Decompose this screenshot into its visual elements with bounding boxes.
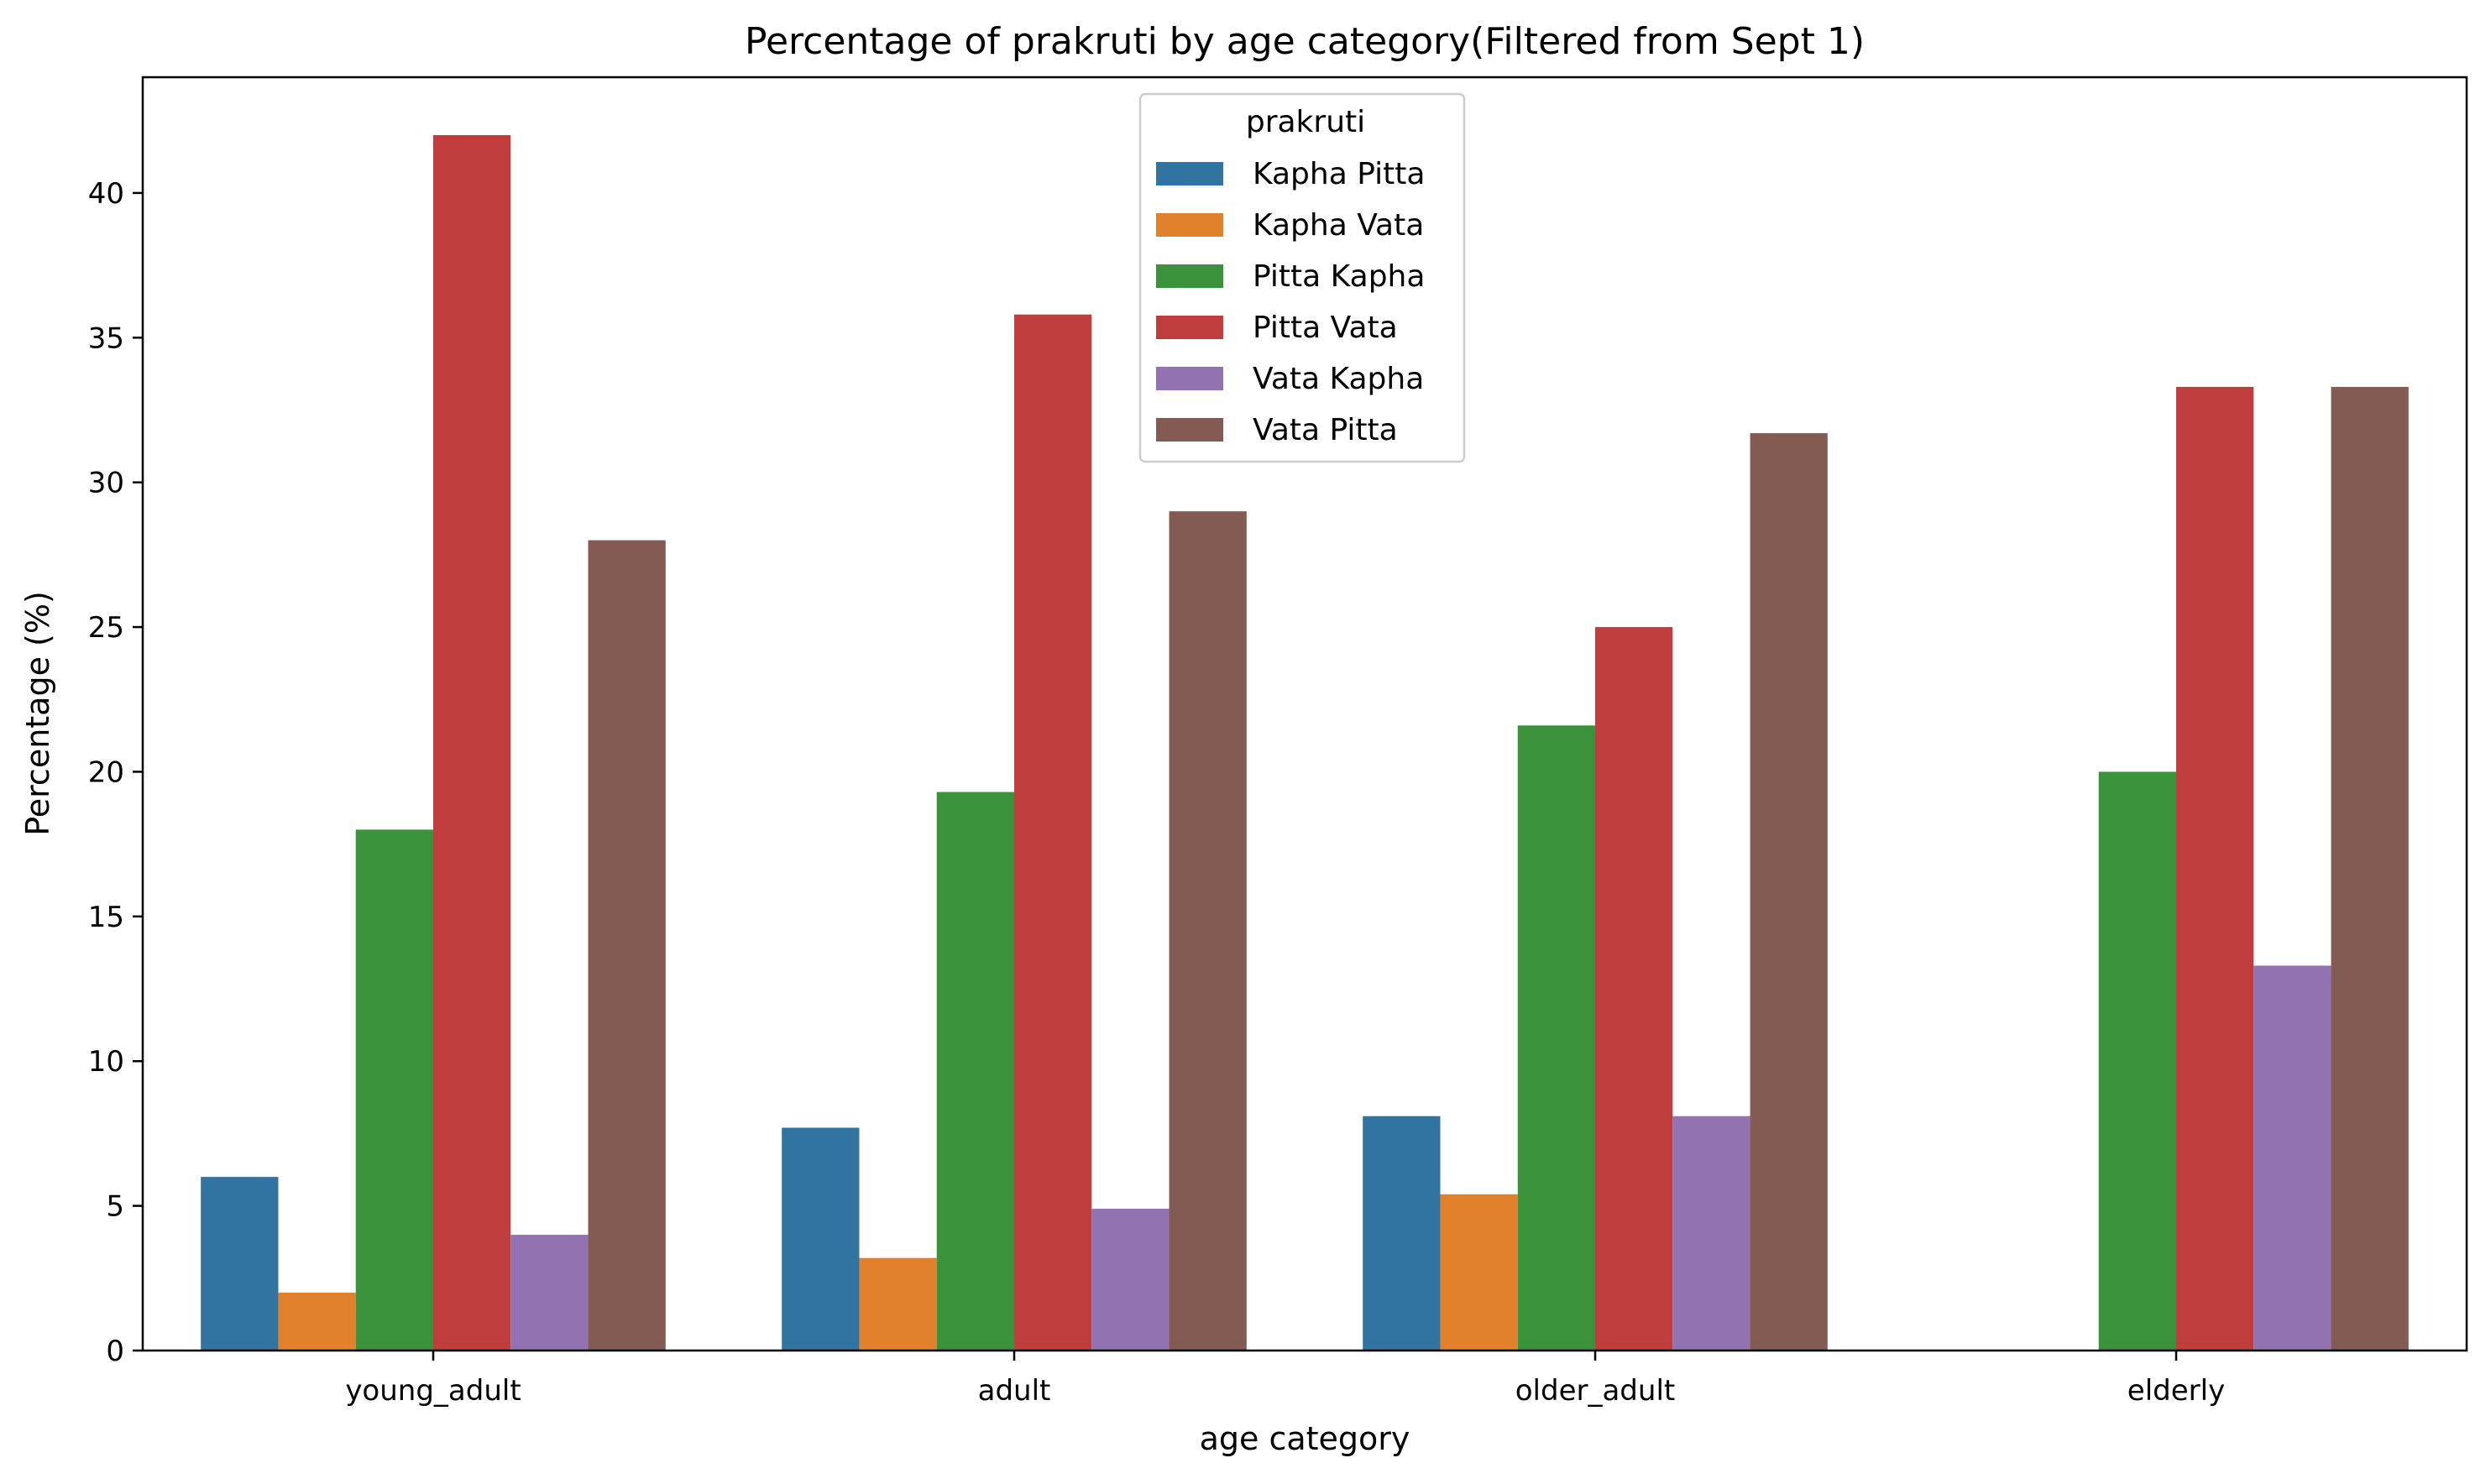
y-tick-label: 30 — [88, 467, 124, 500]
bar-kapha-pitta-older_adult — [1363, 1116, 1441, 1351]
legend-swatch-vata-kapha — [1156, 367, 1223, 390]
bar-vata-kapha-young_adult — [510, 1235, 589, 1351]
legend-label: Pitta Vata — [1253, 311, 1398, 345]
y-tick-label: 0 — [106, 1335, 124, 1368]
plot-frame — [141, 76, 2468, 1352]
bar-pitta-kapha-older_adult — [1517, 725, 1595, 1351]
bar-pitta-kapha-young_adult — [355, 829, 433, 1351]
bar-kapha-vata-older_adult — [1440, 1194, 1518, 1351]
legend-label: Kapha Pitta — [1253, 157, 1425, 191]
y-tick-label: 5 — [106, 1190, 124, 1224]
x-tick-label: elderly — [2127, 1374, 2225, 1408]
legend-label: Vata Pitta — [1253, 413, 1398, 447]
legend-swatch-kapha-pitta — [1156, 162, 1223, 186]
bar-pitta-vata-older_adult — [1595, 627, 1673, 1351]
axes-layer — [141, 76, 2468, 1352]
bar-vata-pitta-adult — [1169, 511, 1247, 1351]
legend-label: Kapha Vata — [1253, 208, 1424, 243]
bar-vata-kapha-elderly — [2253, 965, 2331, 1351]
bar-pitta-vata-adult — [1014, 314, 1092, 1351]
y-tick-label: 10 — [88, 1045, 124, 1079]
legend: prakruti Kapha Pitta Kapha Vata Pitta Kaph… — [1138, 92, 1466, 463]
x-tick-label: young_adult — [345, 1374, 521, 1408]
y-tick-label: 35 — [88, 321, 124, 355]
y-axis-ticks: 0 5 10 15 20 25 30 35 40 — [88, 177, 143, 1368]
legend-swatch-pitta-kapha — [1156, 264, 1223, 288]
legend-label: Pitta Kapha — [1253, 259, 1425, 294]
chart-title: Percentage of prakruti by age category(F… — [745, 20, 1865, 63]
x-axis-label: age category — [1200, 1420, 1410, 1457]
bar-vata-kapha-older_adult — [1672, 1116, 1751, 1351]
x-tick-label: older_adult — [1515, 1374, 1675, 1408]
bar-vata-kapha-adult — [1091, 1209, 1170, 1351]
bar-kapha-vata-adult — [859, 1257, 937, 1351]
y-tick-label: 15 — [88, 901, 124, 934]
y-tick-label: 20 — [88, 755, 124, 789]
bar-kapha-vata-young_adult — [278, 1293, 356, 1351]
y-axis-label: Percentage (%) — [19, 591, 56, 836]
y-tick-label: 25 — [88, 611, 124, 645]
bar-pitta-vata-young_adult — [433, 134, 511, 1351]
x-axis-ticks: young_adult adult older_adult elderly — [345, 1351, 2225, 1408]
bar-vata-pitta-young_adult — [588, 540, 666, 1351]
bars-layer — [201, 134, 2409, 1351]
legend-title: prakruti — [1246, 105, 1365, 139]
bar-kapha-pitta-young_adult — [201, 1177, 279, 1351]
legend-label: Vata Kapha — [1253, 362, 1424, 396]
x-tick-label: adult — [978, 1374, 1051, 1408]
legend-items: Kapha Pitta Kapha Vata Pitta Kapha Pitta Va… — [1156, 157, 1425, 447]
bar-vata-pitta-elderly — [2331, 386, 2409, 1351]
bar-pitta-kapha-elderly — [2098, 771, 2176, 1351]
bar-vata-pitta-older_adult — [1750, 433, 1828, 1351]
bar-kapha-pitta-adult — [782, 1127, 860, 1351]
legend-swatch-pitta-vata — [1156, 316, 1223, 339]
bar-pitta-kapha-adult — [936, 792, 1014, 1351]
y-tick-label: 40 — [88, 177, 124, 211]
legend-swatch-vata-pitta — [1156, 418, 1223, 442]
bar-pitta-vata-elderly — [2176, 386, 2254, 1351]
legend-swatch-kapha-vata — [1156, 213, 1223, 237]
